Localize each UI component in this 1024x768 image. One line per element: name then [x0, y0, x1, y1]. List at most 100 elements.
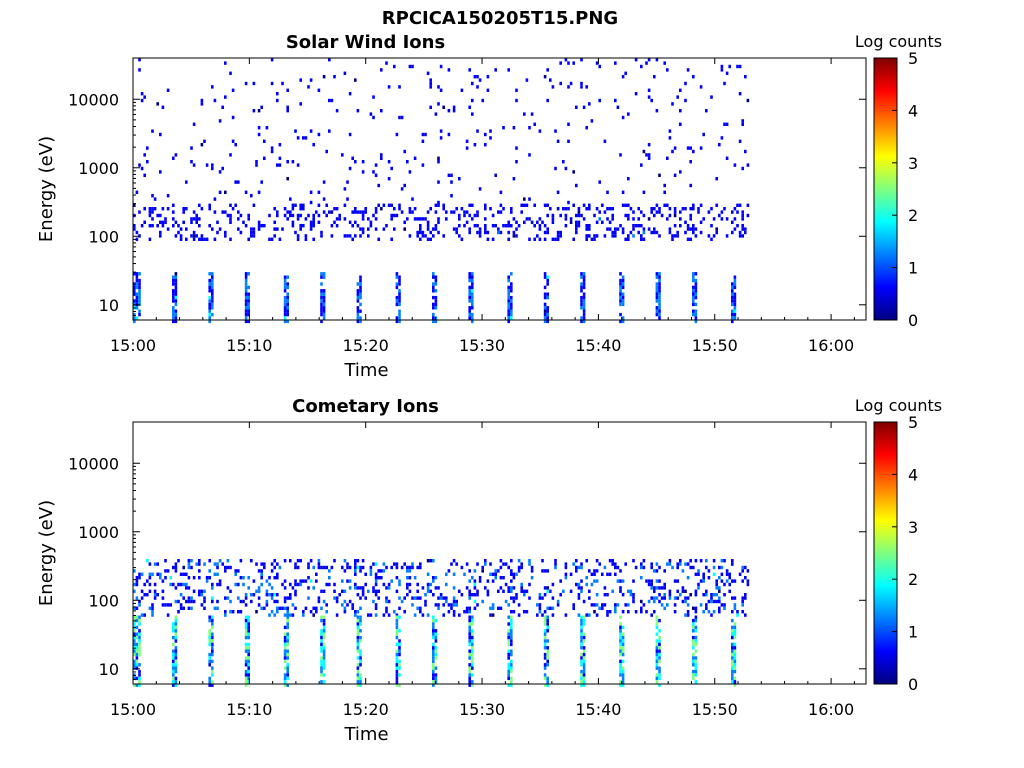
heatmap-cell — [286, 676, 289, 681]
heatmap-cell — [572, 562, 575, 566]
heatmap-cell — [322, 312, 326, 317]
heatmap-cell — [608, 610, 612, 614]
heatmap-cell — [273, 576, 276, 580]
heatmap-cell — [156, 213, 159, 218]
heatmap-cell — [153, 197, 157, 201]
heatmap-cell — [627, 610, 630, 614]
heatmap-cell — [247, 680, 250, 684]
heatmap-cell — [426, 589, 430, 593]
heatmap-cell — [543, 610, 547, 614]
heatmap-cell — [658, 309, 661, 313]
heatmap-cell — [398, 319, 401, 324]
heatmap-cell — [408, 589, 412, 593]
heatmap-cell — [320, 673, 323, 677]
heatmap-cell — [478, 576, 482, 580]
heatmap-cell — [676, 589, 679, 593]
heatmap-cell — [148, 582, 152, 587]
heatmap-cell — [468, 606, 471, 610]
heatmap-cell — [528, 217, 531, 221]
heatmap-cell — [229, 71, 232, 75]
heatmap-cell — [637, 207, 640, 211]
heatmap-cell — [226, 559, 230, 563]
heatmap-cell — [507, 615, 510, 619]
heatmap-cell — [460, 565, 464, 570]
heatmap-cell — [203, 599, 206, 604]
heatmap-cell — [575, 224, 578, 228]
heatmap-cell — [468, 635, 471, 640]
heatmap-cell — [151, 207, 154, 211]
heatmap-cell — [359, 285, 362, 290]
heatmap-cell — [434, 275, 438, 279]
heatmap-cell — [432, 622, 435, 626]
heatmap-cell — [658, 282, 661, 286]
heatmap-cell — [341, 565, 344, 570]
heatmap-cell — [372, 115, 375, 120]
heatmap-cell — [380, 109, 383, 113]
heatmap-cell — [650, 565, 653, 570]
heatmap-cell — [421, 613, 425, 617]
heatmap-cell — [432, 659, 435, 664]
heatmap-cell — [432, 312, 435, 317]
heatmap-cell — [432, 615, 435, 619]
heatmap-cell — [543, 203, 547, 207]
heatmap-cell — [611, 559, 614, 563]
heatmap-cell — [390, 217, 393, 221]
heatmap-cell — [309, 190, 313, 194]
heatmap-cell — [707, 576, 711, 580]
heatmap-cell — [296, 582, 300, 587]
heatmap-cell — [468, 569, 471, 573]
heatmap-cell — [283, 642, 287, 647]
heatmap-cell — [515, 596, 518, 600]
heatmap-cell — [718, 143, 721, 147]
heatmap-cell — [143, 207, 146, 211]
heatmap-cell — [458, 217, 461, 221]
heatmap-cell — [710, 224, 713, 228]
heatmap-cell — [395, 625, 399, 630]
y-tick-label: 10000 — [68, 454, 119, 473]
heatmap-cell — [655, 203, 659, 207]
heatmap-cell — [211, 639, 214, 643]
heatmap-cell — [733, 642, 737, 647]
heatmap-cell — [499, 203, 503, 207]
heatmap-cell — [720, 572, 724, 576]
heatmap-cell — [138, 603, 141, 607]
heatmap-cell — [400, 599, 404, 604]
heatmap-cell — [341, 579, 344, 583]
heatmap-cell — [668, 136, 672, 140]
heatmap-cell — [720, 579, 724, 583]
heatmap-cell — [468, 312, 471, 317]
heatmap-cell — [320, 289, 323, 293]
heatmap-cell — [356, 615, 360, 619]
heatmap-cell — [445, 217, 448, 221]
heatmap-cell — [146, 146, 149, 150]
heatmap-cell — [432, 680, 435, 684]
heatmap-cell — [255, 589, 258, 593]
heatmap-cell — [530, 112, 534, 116]
heatmap-cell — [647, 156, 651, 160]
heatmap-cell — [419, 565, 422, 570]
heatmap-cell — [356, 224, 360, 228]
heatmap-cell — [679, 224, 682, 228]
heatmap-cell — [395, 659, 399, 664]
heatmap-cell — [450, 180, 453, 184]
heatmap-cell — [746, 582, 750, 587]
heatmap-cell — [447, 569, 451, 573]
heatmap-cell — [598, 606, 601, 610]
heatmap-cell — [684, 596, 687, 600]
heatmap-cell — [278, 156, 282, 160]
heatmap-cell — [572, 170, 575, 174]
heatmap-cell — [580, 680, 583, 684]
heatmap-cell — [471, 666, 474, 670]
heatmap-cell — [268, 613, 271, 617]
heatmap-cell — [138, 58, 141, 62]
heatmap-cell — [208, 207, 211, 211]
heatmap-cell — [468, 299, 471, 303]
heatmap-cell — [190, 565, 193, 570]
heatmap-cell — [434, 629, 438, 633]
heatmap-cell — [320, 282, 323, 286]
heatmap-cell — [517, 613, 521, 617]
heatmap-cell — [286, 312, 289, 317]
heatmap-cell — [671, 565, 674, 570]
heatmap-cell — [416, 565, 419, 570]
heatmap-cell — [458, 177, 461, 181]
